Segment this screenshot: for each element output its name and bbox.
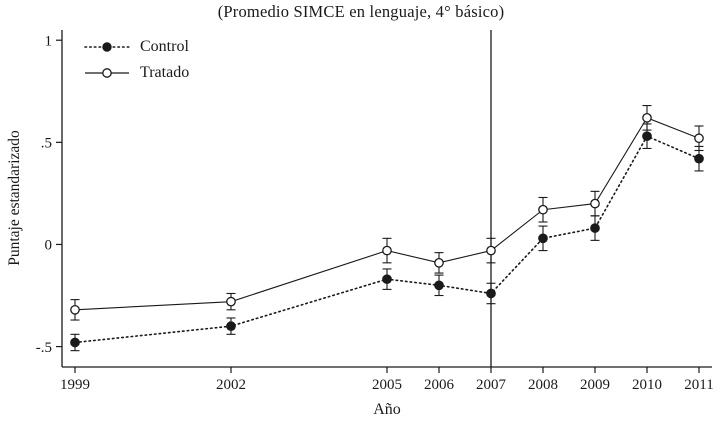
x-tick-label: 2002 (216, 377, 246, 393)
y-tick-label: .5 (41, 136, 52, 152)
data-point-marker (590, 198, 600, 209)
data-point-marker (642, 131, 652, 142)
y-tick-label: 1 (45, 33, 53, 49)
data-point-marker (434, 280, 444, 291)
x-tick-label: 2010 (632, 377, 662, 393)
y-tick-label: 0 (45, 238, 53, 254)
control-line-sample-icon (84, 42, 130, 52)
tratado-line-sample-icon (85, 68, 129, 78)
x-tick-label: 2006 (424, 377, 455, 393)
data-point-marker (382, 245, 392, 256)
legend-label-control: Control (140, 38, 189, 55)
data-point-marker (538, 233, 548, 244)
data-point-marker (70, 304, 80, 315)
legend: Control Tratado (84, 34, 189, 86)
x-tick-label: 2009 (580, 377, 610, 393)
x-axis-label: Año (373, 401, 401, 418)
axes: -.5 0 .5 1 1999 2002 2005 2006 2007 2008 2009 2010 2… (36, 30, 714, 393)
chart-title: (Promedio SIMCE en lenguaje, 4° básico) (217, 2, 505, 21)
x-tick-label: 2008 (528, 377, 558, 393)
data-point-marker (538, 204, 548, 215)
data-point-marker (226, 296, 236, 307)
series-control (70, 123, 704, 352)
x-tick-label: 2007 (476, 377, 507, 393)
x-tick-label: 2005 (372, 377, 402, 393)
data-point-marker (70, 337, 80, 348)
data-point-marker (486, 288, 496, 299)
y-tick-label: -.5 (36, 340, 52, 356)
data-point-marker (434, 257, 444, 268)
legend-item-tratado: Tratado (84, 60, 189, 86)
data-point-marker (694, 153, 704, 164)
legend-label-tratado: Tratado (140, 64, 190, 81)
data-point-marker (382, 274, 392, 285)
x-tick-label: 2011 (684, 377, 713, 393)
legend-item-control: Control (84, 34, 189, 60)
data-point-marker (642, 112, 652, 123)
data-point-marker (590, 223, 600, 233)
data-point-marker (486, 245, 496, 256)
series-tratado (70, 105, 704, 321)
data-point-marker (694, 133, 704, 144)
x-tick-label: 1999 (60, 377, 90, 393)
data-point-marker (226, 321, 236, 332)
